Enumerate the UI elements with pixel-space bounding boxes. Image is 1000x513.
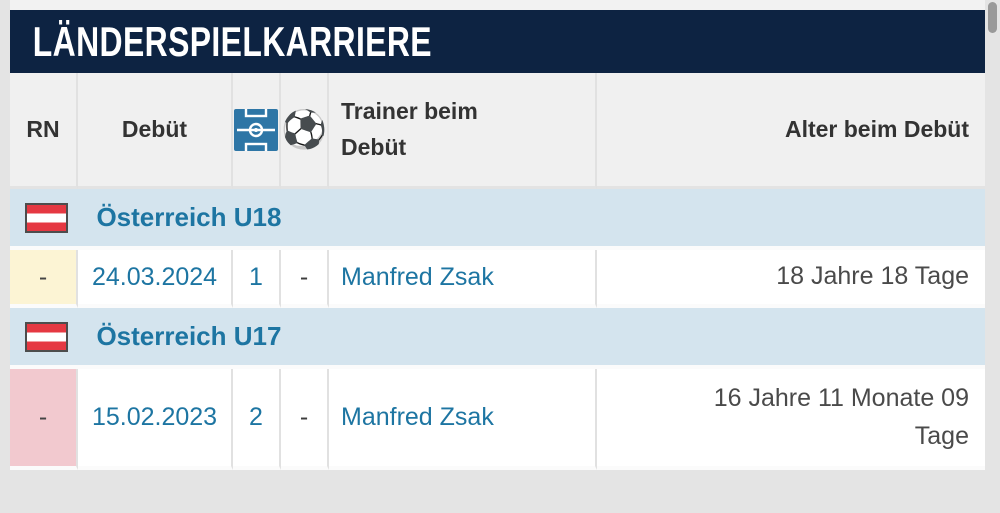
- debut-date-cell: 24.03.2024: [78, 250, 233, 308]
- section-cell: Österreich U17: [10, 308, 985, 369]
- page-top-strip: [10, 0, 985, 10]
- age-at-debut-cell: 18 Jahre 18 Tage: [597, 250, 985, 308]
- table-header-row: RN Debüt ⚽: [10, 73, 985, 189]
- page-title: LÄNDERSPIELKARRIERE: [32, 18, 432, 65]
- rn-cell: -: [10, 369, 78, 470]
- trainer-link[interactable]: Manfred Zsak: [341, 403, 494, 431]
- section-row-oesterreich-u17: Österreich U17: [10, 308, 985, 369]
- col-header-matches: [233, 73, 281, 189]
- col-header-trainer: Trainer beim Debüt: [329, 73, 597, 189]
- section-row-oesterreich-u18: Österreich U18: [10, 189, 985, 250]
- section-cell: Österreich U18: [10, 189, 985, 250]
- col-header-rn: RN: [10, 73, 78, 189]
- matches-cell: 2: [233, 369, 281, 470]
- col-header-goals: ⚽: [281, 73, 329, 189]
- age-at-debut-cell: 16 Jahre 11 Monate 09 Tage: [597, 369, 985, 470]
- debut-date-link[interactable]: 15.02.2023: [91, 403, 218, 431]
- age-at-debut-value: 18 Jahre 18 Tage: [776, 262, 969, 291]
- col-header-age: Alter beim Debüt: [597, 73, 985, 189]
- debut-date-cell: 15.02.2023: [78, 369, 233, 470]
- box-header: LÄNDERSPIELKARRIERE: [10, 10, 985, 73]
- pitch-icon: [234, 108, 278, 151]
- trainer-cell: Manfred Zsak: [329, 250, 597, 308]
- trainer-cell: Manfred Zsak: [329, 369, 597, 470]
- age-at-debut-value: 16 Jahre 11 Monate 09 Tage: [713, 384, 969, 450]
- matches-cell: 1: [233, 250, 281, 308]
- international-career-table: RN Debüt ⚽: [10, 73, 985, 470]
- austria-flag-icon: [25, 321, 68, 352]
- trainer-link[interactable]: Manfred Zsak: [341, 262, 494, 291]
- table-row-u18-debut: - 24.03.2024 1 - Manfred Zsak 18 Jahre 1…: [10, 250, 985, 308]
- debut-date-link[interactable]: 24.03.2024: [91, 262, 218, 291]
- ball-icon: ⚽: [281, 108, 328, 151]
- international-career-box: LÄNDERSPIELKARRIERE RN Debüt: [10, 10, 985, 470]
- col-header-trainer-label: Trainer beim Debüt: [341, 97, 478, 160]
- col-header-debut: Debüt: [78, 73, 233, 189]
- scrollbar-thumb[interactable]: [988, 2, 997, 33]
- team-link-u18[interactable]: Österreich U18: [96, 202, 282, 232]
- team-link-u17[interactable]: Österreich U17: [96, 321, 282, 351]
- matches-count-link[interactable]: 2: [249, 403, 263, 431]
- austria-flag-icon: [25, 202, 68, 233]
- goals-cell: -: [281, 250, 329, 308]
- rn-cell: -: [10, 250, 78, 308]
- matches-count-link[interactable]: 1: [249, 262, 263, 291]
- table-row-u17-debut: - 15.02.2023 2 - Manfred Zsak 16 Jahre 1…: [10, 369, 985, 470]
- goals-cell: -: [281, 369, 329, 470]
